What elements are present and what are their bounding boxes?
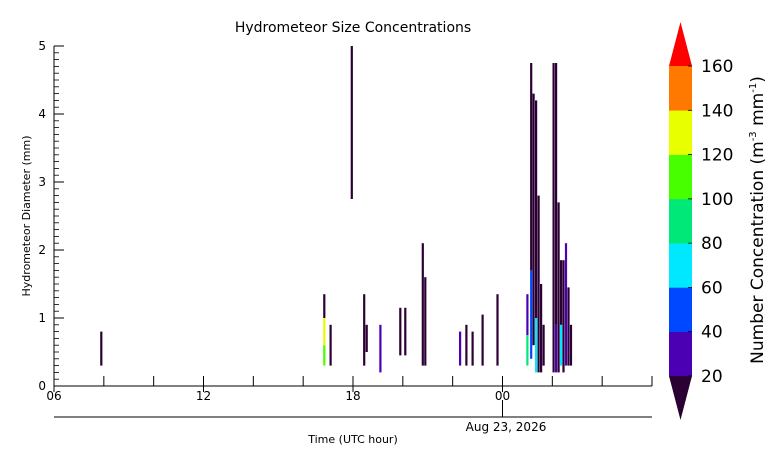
data-column-29-segment-0 <box>567 287 570 366</box>
colorbar-band-3 <box>669 198 692 244</box>
x-tick-label-12: 12 <box>196 389 211 403</box>
data-column-26-segment-1 <box>560 260 563 325</box>
colorbar-band-5 <box>669 110 692 155</box>
y-tick-label-4: 4 <box>38 107 46 121</box>
colorbar-tick-label-60: 60 <box>701 278 723 298</box>
data-column-20-segment-0 <box>537 195 540 373</box>
colorbar-band-2 <box>669 243 692 288</box>
data-column-19-segment-0 <box>535 318 538 373</box>
x-tick-label-06: 06 <box>46 389 61 403</box>
data-column-24-segment-0 <box>555 324 558 373</box>
colorbar-tick-label-40: 40 <box>701 323 723 343</box>
data-column-5-segment-0 <box>365 324 368 352</box>
colorbar-band-1 <box>669 287 692 332</box>
data-column-1-segment-1 <box>323 318 326 346</box>
data-column-17-segment-1 <box>530 63 533 271</box>
y-tick-label-1: 1 <box>38 311 46 325</box>
data-column-23-segment-0 <box>552 63 555 373</box>
data-column-8-segment-0 <box>404 307 407 356</box>
data-column-14-segment-0 <box>481 314 484 366</box>
data-column-3-segment-0 <box>350 46 353 199</box>
data-column-9-segment-0 <box>421 243 424 366</box>
data-column-28-segment-0 <box>564 243 568 366</box>
data-column-13-segment-0 <box>471 331 474 366</box>
colorbar-tick-label-120: 120 <box>701 146 733 166</box>
colorbar-band-6 <box>669 66 692 111</box>
x-tick-label-18: 18 <box>345 389 360 403</box>
colorbar-over-arrow <box>669 22 692 66</box>
data-column-17-segment-0 <box>530 270 533 359</box>
data-column-21-segment-0 <box>540 284 543 373</box>
data-column-18-segment-0 <box>532 93 535 346</box>
data-column-0-segment-0 <box>100 331 103 366</box>
data-column-16-segment-0 <box>526 335 529 366</box>
data-column-15-segment-0 <box>496 294 499 366</box>
colorbar-tick-label-100: 100 <box>701 190 733 210</box>
y-tick-label-0: 0 <box>38 379 46 393</box>
data-column-4-segment-0 <box>363 294 366 366</box>
y-tick-label-2: 2 <box>38 243 46 257</box>
data-column-7-segment-0 <box>399 307 402 356</box>
data-column-19-segment-1 <box>535 100 538 319</box>
data-column-22-segment-0 <box>542 324 545 366</box>
x-axis-title: Time (UTC hour) <box>307 433 398 446</box>
data-column-16-segment-1 <box>526 294 529 335</box>
data-column-10-segment-0 <box>424 277 427 366</box>
colorbar-tick-label-160: 160 <box>701 57 733 77</box>
chart-title: Hydrometeor Size Concentrations <box>235 20 471 36</box>
colorbar-band-0 <box>669 331 692 377</box>
data-column-12-segment-0 <box>465 324 468 366</box>
data-column-11-segment-0 <box>459 331 462 366</box>
date-label: Aug 23, 2026 <box>466 420 547 434</box>
data-column-25-segment-0 <box>557 202 560 373</box>
data-column-27-segment-0 <box>562 260 565 373</box>
y-axis-title: Hydrometeor Diameter (mm) <box>20 136 33 297</box>
x-tick-label-00: 00 <box>495 389 510 403</box>
data-column-1-segment-0 <box>323 345 326 366</box>
colorbar-band-4 <box>669 154 692 200</box>
colorbar-tick-label-20: 20 <box>701 367 723 387</box>
colorbar-tick-label-80: 80 <box>701 234 723 254</box>
data-column-26-segment-0 <box>560 324 563 366</box>
data-column-30-segment-0 <box>569 324 573 366</box>
colorbar: 20 40 60 80 100 120 140 160 <box>669 22 733 420</box>
data-column-24-segment-1 <box>555 63 558 325</box>
data-column-6-segment-0 <box>379 324 382 373</box>
colorbar-tick-label-140: 140 <box>701 101 733 121</box>
colorbar-under-arrow <box>669 376 692 420</box>
y-tick-label-3: 3 <box>38 175 46 189</box>
y-tick-label-5: 5 <box>38 39 46 53</box>
data-column-1-segment-2 <box>323 294 326 318</box>
data-column-2-segment-0 <box>329 324 332 366</box>
colorbar-title: Number Concentration (m-3 mm-1) <box>748 76 768 364</box>
data-columns <box>100 46 573 373</box>
